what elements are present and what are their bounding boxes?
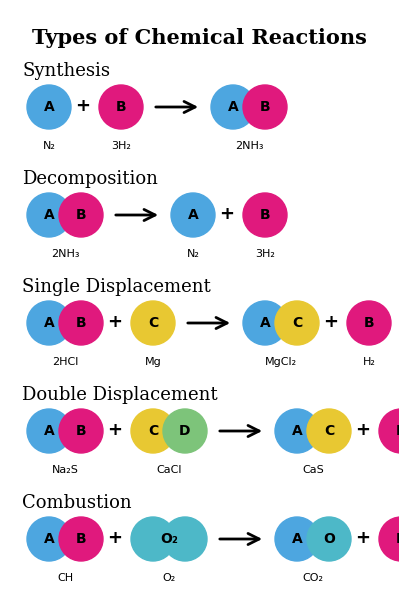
Text: A: A xyxy=(260,316,271,330)
Text: C: C xyxy=(292,316,302,330)
Circle shape xyxy=(243,85,287,129)
Text: 3H₂: 3H₂ xyxy=(255,249,275,259)
Text: C: C xyxy=(324,424,334,438)
Text: +: + xyxy=(324,313,338,331)
Circle shape xyxy=(163,517,207,561)
Text: N₂: N₂ xyxy=(43,141,55,151)
Text: Decomposition: Decomposition xyxy=(22,170,158,188)
Circle shape xyxy=(163,409,207,453)
Text: H₂: H₂ xyxy=(363,357,375,367)
Text: A: A xyxy=(43,208,54,222)
Text: O: O xyxy=(323,532,335,546)
Text: A: A xyxy=(188,208,198,222)
Circle shape xyxy=(59,301,103,345)
Circle shape xyxy=(131,517,175,561)
Circle shape xyxy=(27,301,71,345)
Circle shape xyxy=(275,517,319,561)
Text: Mg: Mg xyxy=(144,357,161,367)
Circle shape xyxy=(243,193,287,237)
Text: +: + xyxy=(107,313,122,331)
Text: B: B xyxy=(76,208,86,222)
Circle shape xyxy=(59,517,103,561)
Circle shape xyxy=(27,85,71,129)
Text: N₂: N₂ xyxy=(187,249,200,259)
Text: A: A xyxy=(227,100,238,114)
Text: +: + xyxy=(356,421,371,439)
Circle shape xyxy=(379,517,399,561)
Text: A: A xyxy=(43,532,54,546)
Text: B: B xyxy=(396,532,399,546)
Circle shape xyxy=(211,85,255,129)
Text: O₂: O₂ xyxy=(160,532,178,546)
Circle shape xyxy=(347,301,391,345)
Text: D: D xyxy=(179,424,191,438)
Text: Combustion: Combustion xyxy=(22,494,132,512)
Text: B: B xyxy=(363,316,374,330)
Text: A: A xyxy=(43,316,54,330)
Text: CaCl: CaCl xyxy=(156,465,182,475)
Circle shape xyxy=(275,301,319,345)
Text: Double Displacement: Double Displacement xyxy=(22,386,217,404)
Text: B: B xyxy=(260,208,270,222)
Text: CO₂: CO₂ xyxy=(302,573,324,583)
Text: CH: CH xyxy=(57,573,73,583)
Text: A: A xyxy=(292,424,302,438)
Text: +: + xyxy=(356,529,371,547)
Text: C: C xyxy=(148,424,158,438)
Circle shape xyxy=(27,517,71,561)
Text: +: + xyxy=(75,97,91,115)
Text: +: + xyxy=(219,205,235,223)
Circle shape xyxy=(131,409,175,453)
Text: Synthesis: Synthesis xyxy=(22,62,110,80)
Circle shape xyxy=(99,85,143,129)
Text: 2NH₃: 2NH₃ xyxy=(235,141,263,151)
Text: B: B xyxy=(76,424,86,438)
Text: B: B xyxy=(260,100,270,114)
Text: C: C xyxy=(148,316,158,330)
Text: Single Displacement: Single Displacement xyxy=(22,278,211,296)
Text: B: B xyxy=(116,100,126,114)
Circle shape xyxy=(379,409,399,453)
Circle shape xyxy=(307,409,351,453)
Circle shape xyxy=(27,409,71,453)
Text: CaS: CaS xyxy=(302,465,324,475)
Text: B: B xyxy=(396,424,399,438)
Text: O₂: O₂ xyxy=(162,573,176,583)
Text: A: A xyxy=(292,532,302,546)
Circle shape xyxy=(27,193,71,237)
Text: MgCl₂: MgCl₂ xyxy=(265,357,297,367)
Text: Types of Chemical Reactions: Types of Chemical Reactions xyxy=(32,28,367,48)
Text: Na₂S: Na₂S xyxy=(51,465,79,475)
Circle shape xyxy=(59,409,103,453)
Text: A: A xyxy=(43,424,54,438)
Circle shape xyxy=(243,301,287,345)
Circle shape xyxy=(59,193,103,237)
Text: 2HCl: 2HCl xyxy=(52,357,78,367)
Circle shape xyxy=(131,301,175,345)
Text: A: A xyxy=(43,100,54,114)
Text: B: B xyxy=(76,316,86,330)
Circle shape xyxy=(307,517,351,561)
Text: 3H₂: 3H₂ xyxy=(111,141,131,151)
Text: +: + xyxy=(107,421,122,439)
Text: B: B xyxy=(76,532,86,546)
Circle shape xyxy=(275,409,319,453)
Circle shape xyxy=(171,193,215,237)
Text: +: + xyxy=(107,529,122,547)
Text: 2NH₃: 2NH₃ xyxy=(51,249,79,259)
